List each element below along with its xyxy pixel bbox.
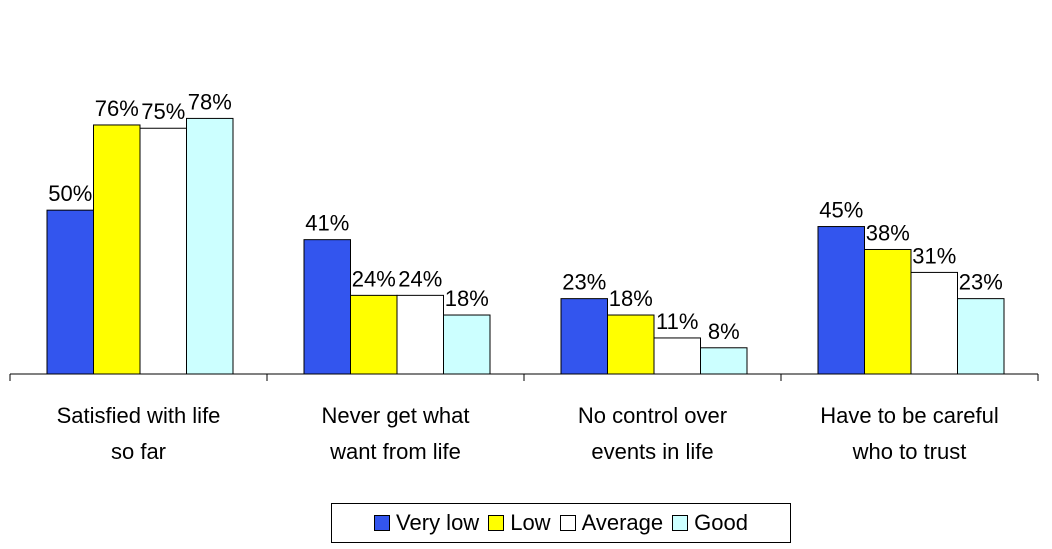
bar-low-4 <box>864 248 912 375</box>
legend-label-very-low: Very low <box>396 510 480 535</box>
bar-low-3 <box>607 314 655 375</box>
legend-swatch-average <box>559 515 576 531</box>
data-label-good-2: 18% <box>445 286 489 311</box>
legend-label-low: Low <box>510 510 551 535</box>
data-label-low-1: 76% <box>95 96 139 121</box>
bar-very-low-2 <box>303 239 351 375</box>
legend-swatch-good <box>672 515 689 531</box>
legend-item-very-low: Very low <box>374 510 479 536</box>
category-label: Have to be careful who to trust <box>790 398 1030 470</box>
category-label: No control over events in life <box>533 398 773 470</box>
legend-label-good: Good <box>694 510 748 535</box>
bar-average-1 <box>139 127 187 375</box>
category-label-line: so far <box>110 439 167 464</box>
category-label-line: events in life <box>591 439 714 464</box>
legend-item-low: Low <box>488 510 551 536</box>
data-label-very-low-4: 45% <box>819 198 863 223</box>
bar-very-low-1 <box>46 209 94 375</box>
category-label-line: who to trust <box>852 439 967 464</box>
bar-average-4 <box>910 271 958 375</box>
legend-item-good: Good <box>672 510 748 536</box>
bar-low-1 <box>93 124 141 375</box>
bar-good-1 <box>186 117 234 375</box>
bar-very-low-4 <box>817 226 865 375</box>
legend-swatch-low <box>488 515 505 531</box>
bar-good-3 <box>700 347 748 375</box>
bar-average-3 <box>653 337 701 375</box>
category-label-line: Never get what <box>321 403 470 428</box>
category-label: Never get what want from life <box>276 398 516 470</box>
data-label-very-low-2: 41% <box>305 211 349 236</box>
data-label-very-low-1: 50% <box>48 181 92 206</box>
bar-average-2 <box>396 294 444 375</box>
category-label-line: want from life <box>330 439 461 464</box>
bar-good-2 <box>443 314 491 375</box>
data-label-average-4: 31% <box>912 243 956 268</box>
category-label-line: No control over <box>577 403 728 428</box>
category-label-line: Have to be careful <box>820 403 999 428</box>
legend-swatch-very-low <box>374 515 391 531</box>
data-label-average-1: 75% <box>141 99 185 124</box>
legend: Very low Low Average Good <box>331 503 791 543</box>
legend-label-average: Average <box>581 510 664 535</box>
data-label-good-4: 23% <box>959 270 1003 295</box>
data-label-average-3: 11% <box>656 309 698 334</box>
category-label-line: Satisfied with life <box>56 403 221 428</box>
data-label-low-2: 24% <box>352 266 396 291</box>
data-label-good-1: 78% <box>188 89 232 114</box>
bar-low-2 <box>350 294 398 375</box>
bar-good-4 <box>957 298 1005 375</box>
data-label-average-2: 24% <box>398 266 442 291</box>
legend-item-average: Average <box>559 510 664 536</box>
data-label-low-3: 18% <box>609 286 653 311</box>
data-label-low-4: 38% <box>866 220 910 245</box>
data-label-good-3: 8% <box>708 319 740 344</box>
bar-very-low-3 <box>560 298 608 375</box>
category-label: Satisfied with life so far <box>19 398 259 470</box>
data-label-very-low-3: 23% <box>562 270 606 295</box>
